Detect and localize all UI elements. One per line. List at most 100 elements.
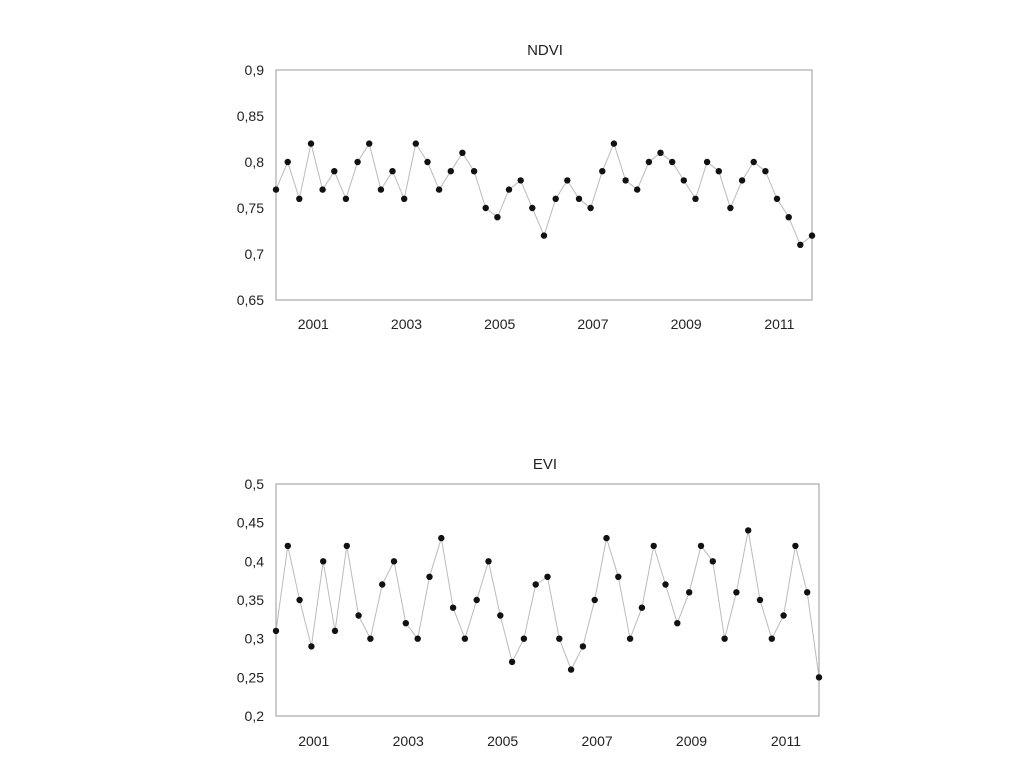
ndvi-x-tick-label: 2009	[671, 316, 702, 332]
evi-x-tick-label: 2001	[298, 733, 329, 749]
ndvi-y-tick-label: 0,7	[245, 246, 265, 262]
ndvi-x-tick-label: 2005	[484, 316, 515, 332]
ndvi-data-point	[377, 186, 385, 193]
evi-data-point	[756, 596, 764, 604]
evi-x-tick-label: 2011	[771, 733, 801, 749]
evi-data-point	[544, 573, 551, 580]
evi-x-tick-label: 2009	[676, 733, 707, 749]
ndvi-data-point	[750, 158, 757, 166]
ndvi-data-point	[342, 195, 350, 202]
evi-data-point	[308, 643, 315, 650]
evi-data-point	[497, 612, 504, 619]
ndvi-data-point	[272, 186, 280, 193]
ndvi-data-point	[715, 168, 722, 175]
evi-data-point	[532, 581, 539, 588]
ndvi-data-point	[517, 177, 524, 184]
evi-data-point	[449, 604, 457, 611]
ndvi-y-tick-label: 0,85	[237, 108, 264, 124]
ndvi-data-point	[599, 168, 606, 175]
evi-data-point	[379, 581, 386, 588]
evi-data-point	[485, 558, 492, 565]
evi-data-point	[426, 573, 433, 580]
evi-data-point	[733, 589, 740, 596]
evi-data-point	[697, 542, 705, 550]
evi-data-point	[272, 627, 280, 635]
ndvi-x-tick-label: 2007	[577, 316, 608, 332]
ndvi-y-tick-label: 0,65	[237, 292, 264, 308]
evi-data-point	[780, 612, 787, 619]
evi-plot-frame	[275, 483, 820, 717]
ndvi-x-tick-label: 2011	[764, 316, 794, 332]
evi-data-point	[804, 589, 811, 596]
evi-data-point	[650, 542, 657, 550]
ndvi-data-point	[575, 195, 583, 202]
evi-data-point	[461, 635, 469, 642]
evi-y-tick-label: 0,5	[245, 476, 265, 492]
evi-y-tick-label: 0,4	[245, 553, 265, 569]
evi-x-tick-label: 2005	[487, 733, 518, 749]
ndvi-data-point	[529, 204, 536, 212]
evi-y-tick-label: 0,35	[237, 592, 264, 608]
evi-data-point	[603, 534, 610, 542]
ndvi-data-point	[331, 168, 338, 175]
evi-data-point	[355, 612, 362, 619]
evi-x-tick-label: 2007	[582, 733, 613, 749]
ndvi-data-point	[552, 195, 559, 202]
ndvi-data-point	[366, 140, 373, 147]
evi-data-point	[768, 635, 775, 642]
ndvi-data-point	[284, 158, 291, 166]
ndvi-data-point	[797, 241, 804, 248]
evi-data-point	[556, 635, 563, 642]
ndvi-y-tick-label: 0,9	[245, 62, 265, 78]
ndvi-data-point	[610, 140, 618, 147]
ndvi-tick-labels: 0,65 0,7 0,75 0,8 0,85 0,9 2001 2003 2005 2007 200…	[237, 62, 795, 332]
evi-data-point	[284, 542, 291, 550]
evi-data-point	[674, 620, 681, 627]
evi-data-point	[638, 604, 646, 611]
ndvi-data-point	[424, 158, 431, 166]
ndvi-data-point	[727, 204, 734, 212]
ndvi-data-point	[319, 186, 326, 193]
evi-y-tick-label: 0,25	[237, 669, 264, 685]
ndvi-data-point	[354, 158, 361, 166]
ndvi-data-point	[482, 204, 489, 212]
ndvi-data-point	[459, 149, 466, 156]
evi-data-point	[709, 558, 716, 565]
ndvi-data-point	[389, 168, 396, 175]
evi-data-point	[320, 558, 327, 565]
evi-data-point	[721, 635, 728, 642]
evi-x-tick-label: 2003	[393, 733, 424, 749]
evi-data-point	[591, 596, 598, 604]
ndvi-data-point	[785, 214, 792, 221]
evi-tick-labels: 0,2 0,25 0,3 0,35 0,4 0,45 0,5 2001 2003 2005 2007…	[237, 476, 801, 749]
ndvi-series-line	[275, 142, 813, 246]
ndvi-y-tick-label: 0,75	[237, 200, 264, 216]
evi-data-point	[414, 635, 421, 642]
ndvi-data-point	[762, 168, 769, 175]
evi-data-point	[615, 573, 622, 580]
ndvi-data-point	[494, 214, 501, 221]
ndvi-plot-frame	[275, 69, 813, 301]
evi-data-point	[343, 542, 350, 550]
ndvi-title: NDVI	[527, 42, 563, 59]
evi-data-point	[579, 643, 587, 650]
evi-series	[272, 527, 823, 681]
ndvi-data-point	[447, 168, 454, 175]
ndvi-y-tick-label: 0,8	[245, 154, 265, 170]
ndvi-data-point	[401, 195, 408, 202]
ndvi-data-point	[634, 186, 641, 193]
ndvi-x-tick-label: 2001	[298, 316, 329, 332]
evi-panel: EVI 0,2 0,25 0,3 0,35 0,4 0,45 0,5 2001 2003 2005…	[237, 456, 823, 749]
ndvi-data-point	[738, 177, 746, 184]
ndvi-data-point	[645, 158, 653, 166]
evi-data-point	[745, 527, 752, 534]
ndvi-data-point	[703, 158, 711, 166]
ndvi-data-point	[657, 149, 664, 156]
evi-title: EVI	[533, 456, 557, 473]
ndvi-data-point	[296, 195, 303, 202]
ndvi-series	[272, 140, 816, 248]
ndvi-data-point	[412, 140, 419, 147]
evi-y-tick-label: 0,45	[237, 515, 264, 531]
evi-y-tick-label: 0,3	[245, 631, 265, 647]
